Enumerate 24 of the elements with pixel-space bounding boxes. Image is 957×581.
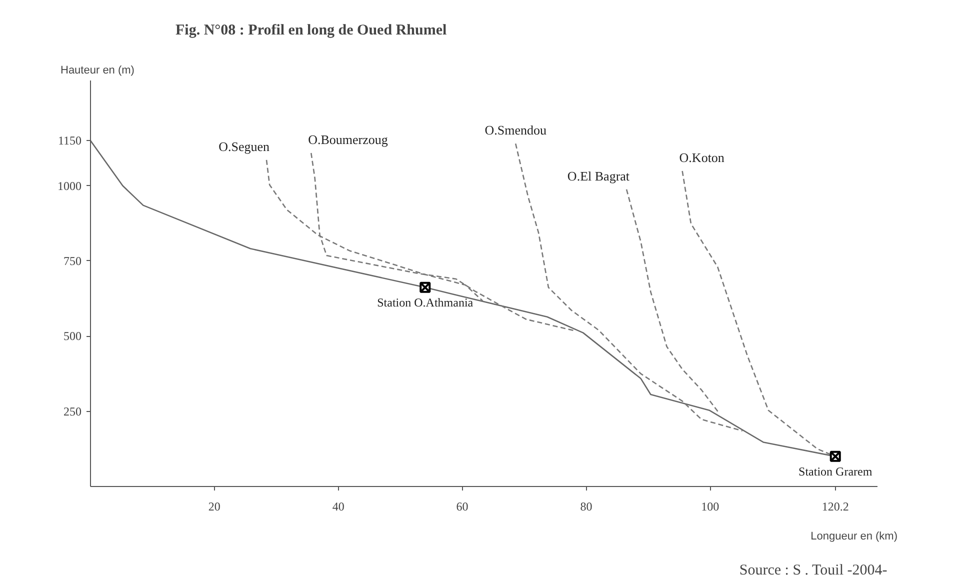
y-tick-label: 250 — [64, 404, 82, 418]
y-tick-label: 500 — [64, 329, 82, 344]
y-tick-label: 1150 — [58, 134, 82, 148]
y-axis-title: Hauteur en (m) — [60, 64, 134, 76]
x-tick-label: 20 — [208, 500, 220, 514]
x-tick-label: 60 — [456, 500, 468, 514]
series-label: O.El Bagrat — [567, 168, 630, 184]
x-tick-label: 40 — [332, 500, 344, 514]
series-label: O.Boumerzoug — [308, 132, 388, 147]
series-label: O.Seguen — [218, 138, 270, 154]
line-series — [626, 188, 720, 414]
x-axis-title: Longueur en (km) — [810, 530, 898, 542]
series-label: O.Smendou — [484, 122, 547, 138]
chart-title: Fig. N°08 : Profil en long de Oued Rhumel — [176, 22, 447, 38]
annotation: Station O.Athmania — [377, 295, 474, 310]
x-tick-label: 120.2 — [822, 500, 849, 514]
series-label: O.Koton — [679, 150, 725, 166]
y-tick-label: 1000 — [58, 178, 82, 193]
source-note: Source : S . Touil -2004- — [739, 562, 888, 578]
line-series — [514, 143, 744, 432]
annotation: Station Grarem — [798, 464, 873, 478]
x-tick-label: 80 — [580, 500, 592, 514]
x-tick-label: 100 — [701, 500, 720, 514]
y-tick-label: 750 — [64, 254, 82, 268]
